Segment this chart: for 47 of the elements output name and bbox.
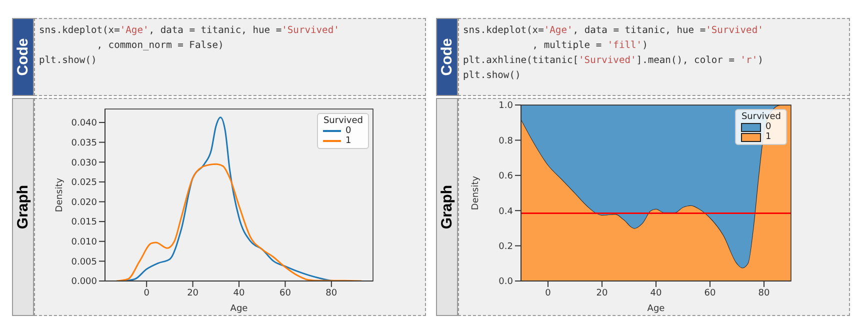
y-tick-label: 0.015 (71, 218, 97, 228)
text: plt.show() (39, 55, 97, 66)
text: sns.kdeplot(x='Age', data = titanic, hue ='Survived' (39, 25, 340, 36)
y-tick-label: 0.6 (498, 172, 514, 182)
y-tick-label: 0.4 (498, 206, 514, 217)
x-tick-label: 60 (704, 288, 716, 298)
x-tick-label: 20 (187, 288, 199, 298)
text: plt.axhline(titanic['Survived'].mean(), color = 'r') (463, 55, 764, 66)
legend-title: Survived (741, 112, 781, 122)
text: plt.show() (463, 70, 521, 81)
y-tick-label: 0.2 (498, 242, 513, 252)
y-tick-label: 1.0 (498, 101, 514, 112)
y-tick-label: 0.020 (71, 198, 98, 208)
x-tick-label: 40 (233, 288, 245, 298)
legend-label: 0 (765, 122, 772, 132)
y-tick-label: 0.8 (498, 136, 514, 146)
x-tick-label: 60 (279, 288, 292, 298)
x-axis-title: Age (647, 304, 666, 314)
legend-title: Survived (323, 116, 363, 126)
text: , common_norm = False) (96, 40, 224, 51)
y-tick-label: 0.010 (71, 238, 98, 248)
y-axis-title: Density (471, 175, 482, 210)
y-tick-label: 0.040 (71, 118, 98, 129)
text: Code (14, 38, 32, 76)
y-axis-title: Density (55, 177, 66, 212)
x-tick-label: 0 (545, 288, 552, 298)
x-axis-title: Age (230, 304, 248, 314)
x-tick-label: 0 (144, 288, 150, 298)
y-tick-label: 0.005 (71, 257, 97, 268)
x-tick-label: 80 (326, 288, 338, 298)
x-tick-label: 20 (596, 288, 608, 298)
text: Code (438, 38, 456, 76)
line-series (116, 163, 362, 281)
legend-label: 1 (765, 132, 772, 142)
text: Graph (14, 184, 32, 230)
x-tick-label: 40 (650, 288, 662, 298)
y-tick-label: 0.030 (71, 158, 98, 168)
x-tick-label: 80 (758, 288, 770, 298)
y-tick-label: 0.0 (498, 277, 514, 288)
legend-label: 1 (345, 136, 352, 146)
y-tick-label: 0.035 (71, 138, 97, 148)
y-tick-label: 0.025 (71, 178, 97, 188)
text: sns.kdeplot(x='Age', data = titanic, hue ='Survived' (463, 25, 764, 36)
text: , multiple = 'fill') (531, 40, 648, 51)
legend-label: 0 (345, 126, 352, 136)
y-tick-label: 0.000 (71, 277, 98, 288)
text: Graph (438, 184, 456, 230)
